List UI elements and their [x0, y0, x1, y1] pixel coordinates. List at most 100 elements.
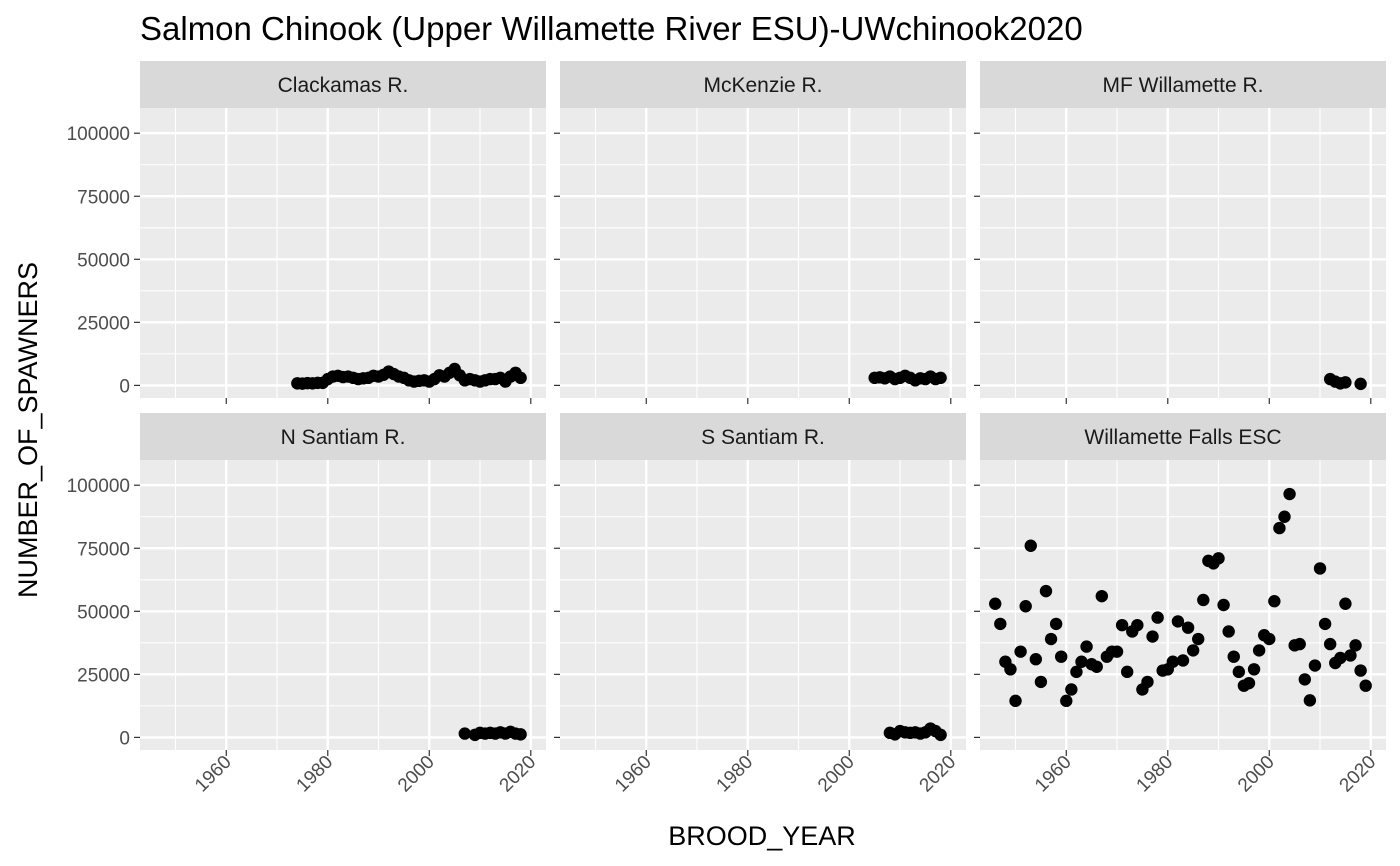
- data-point: [1232, 665, 1246, 679]
- data-point: [1323, 637, 1337, 651]
- data-point: [1019, 600, 1032, 613]
- panel-background: [140, 108, 546, 398]
- facet-strip-label: McKenzie R.: [703, 74, 822, 97]
- data-point: [1354, 377, 1367, 391]
- y-tick-label: 0: [119, 376, 130, 397]
- data-point: [1359, 679, 1372, 692]
- data-point: [1313, 562, 1327, 575]
- facet-strip: [980, 413, 1386, 460]
- data-point: [1339, 597, 1352, 610]
- panel-background: [140, 460, 546, 750]
- panel-background: [560, 460, 966, 750]
- facet-panel: S Santiam R. 1960 1980 2000 2020: [554, 413, 966, 796]
- facet-strip-label: S Santiam R.: [701, 426, 825, 449]
- facet-strip: [980, 61, 1386, 108]
- y-tick-label: 100000: [67, 124, 130, 145]
- data-point: [1181, 621, 1195, 634]
- data-point: [1268, 595, 1281, 608]
- x-tick-label: 2000: [1234, 752, 1279, 797]
- data-point: [514, 371, 527, 385]
- data-point: [1024, 539, 1037, 552]
- data-point: [1115, 618, 1129, 632]
- x-tick-label: 1980: [293, 752, 338, 797]
- x-tick-label: 2020: [916, 752, 961, 797]
- facet-strip: [560, 413, 966, 460]
- data-point: [1090, 660, 1103, 673]
- data-point: [1242, 676, 1256, 690]
- panel-background: [980, 460, 1386, 750]
- x-tick-label: 2020: [496, 752, 541, 797]
- data-point: [1070, 665, 1083, 679]
- data-point: [1349, 639, 1362, 652]
- y-tick-label: 25000: [77, 665, 130, 686]
- facet-strip: [140, 61, 546, 108]
- y-tick-label: 50000: [77, 250, 130, 271]
- x-tick-label: 1960: [191, 752, 236, 797]
- facet-strip-label: N Santiam R.: [281, 426, 406, 449]
- facet-panel: Willamette Falls ESC 1960 1980 2000 2020: [974, 413, 1386, 796]
- data-point: [934, 728, 947, 742]
- x-tick-label: 2000: [394, 752, 439, 797]
- data-point: [1354, 664, 1367, 677]
- data-point: [1247, 663, 1261, 676]
- data-point: [1197, 593, 1210, 607]
- data-point: [1192, 632, 1205, 646]
- data-point: [1055, 650, 1068, 663]
- data-point: [1263, 632, 1276, 646]
- data-point: [1146, 630, 1159, 643]
- facet-panel: McKenzie R.: [554, 61, 966, 404]
- data-point: [1278, 510, 1291, 523]
- data-point: [458, 727, 471, 740]
- y-tick-label: 50000: [77, 602, 130, 623]
- data-point: [1186, 644, 1200, 657]
- data-point: [989, 597, 1002, 610]
- y-tick-label: 25000: [77, 313, 130, 334]
- data-point: [1339, 376, 1352, 389]
- x-tick-label: 1980: [1133, 752, 1178, 797]
- data-point: [1273, 521, 1286, 535]
- panel-background: [560, 108, 966, 398]
- data-point: [1217, 598, 1230, 612]
- data-point: [1095, 589, 1109, 603]
- data-point: [1171, 615, 1185, 628]
- y-tick-label: 75000: [77, 539, 130, 560]
- data-point: [1080, 640, 1093, 653]
- data-point: [1334, 651, 1347, 665]
- facet-strip-label: Clackamas R.: [278, 74, 409, 97]
- data-point: [1151, 611, 1164, 624]
- data-point: [1308, 659, 1322, 672]
- data-point: [1141, 675, 1154, 689]
- data-point: [1110, 645, 1124, 658]
- data-point: [1014, 645, 1027, 658]
- data-point: [1034, 675, 1048, 689]
- data-point: [1252, 644, 1266, 657]
- chart-title: Salmon Chinook (Upper Willamette River E…: [140, 10, 1083, 47]
- x-tick-label: 2000: [814, 752, 859, 797]
- data-point: [1075, 655, 1088, 668]
- data-point: [514, 728, 527, 741]
- facet-strip-label: MF Willamette R.: [1102, 74, 1263, 97]
- data-point: [1065, 683, 1078, 696]
- x-axis-title: BROOD_YEAR: [668, 821, 856, 851]
- data-point: [1283, 487, 1296, 501]
- facet-panel: Clackamas R. 0 25000 50000 75000 100000: [67, 61, 546, 404]
- x-tick-label: 2020: [1336, 752, 1381, 797]
- data-point: [1176, 654, 1190, 667]
- data-point: [1131, 618, 1144, 632]
- facet-strip: [140, 413, 546, 460]
- data-point: [1049, 617, 1063, 631]
- data-point: [994, 617, 1007, 631]
- data-point: [1009, 694, 1022, 708]
- x-tick-label: 1960: [611, 752, 656, 797]
- data-point: [1227, 650, 1240, 663]
- data-point: [1004, 663, 1017, 676]
- data-point: [1303, 694, 1317, 707]
- panel-background: [980, 108, 1386, 398]
- y-tick-label: 0: [119, 728, 130, 749]
- facet-panels: Clackamas R. 0 25000 50000 75000 100000 McKenz…: [67, 61, 1386, 796]
- facet-strip: [560, 61, 966, 108]
- data-point: [1318, 617, 1332, 631]
- y-tick-label: 75000: [77, 187, 130, 208]
- data-point: [1029, 653, 1043, 666]
